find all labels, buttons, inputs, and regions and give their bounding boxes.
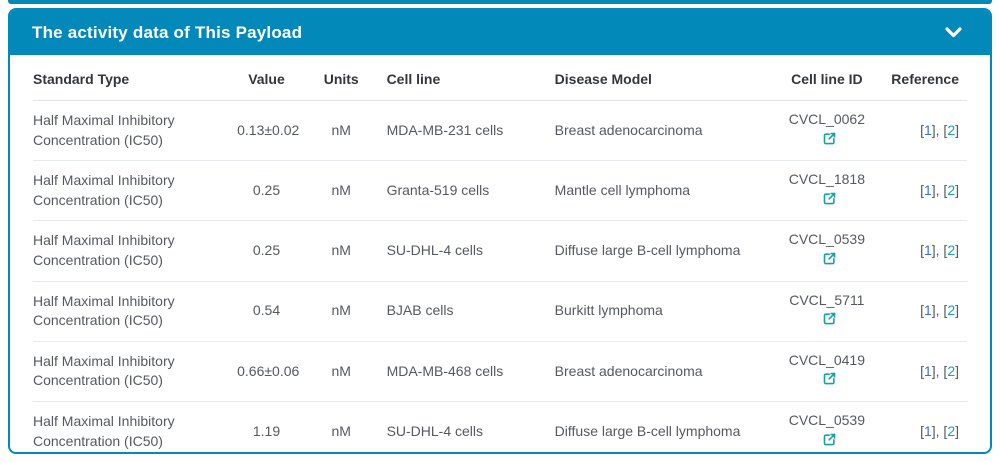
disease-model-cell: Diffuse large B-cell lymphoma [546, 220, 771, 282]
panel-title: The activity data of This Payload [32, 22, 303, 42]
cell-line-cell: Granta-519 cells [378, 160, 547, 222]
cell-line-cell: MDA-MB-468 cells [378, 341, 547, 402]
disease-model-cell: Mantle cell lymphoma [546, 160, 771, 222]
reference-link[interactable]: 2 [947, 181, 956, 198]
cell-line-id-cell: CVCL_0539 [770, 401, 883, 452]
reference-link[interactable]: 1 [923, 242, 932, 259]
reference-link[interactable]: 1 [923, 181, 932, 198]
cell-line-id: CVCL_0062 [788, 111, 865, 127]
chevron-down-icon[interactable] [945, 27, 962, 38]
column-header-disease-model: Disease Model [546, 55, 771, 101]
disease-model-cell: Diffuse large B-cell lymphoma [546, 401, 771, 452]
column-header-standard-type: Standard Type [33, 55, 230, 101]
column-header-cell-line-id: Cell line ID [770, 55, 883, 101]
cell-line-id: CVCL_0539 [788, 231, 865, 248]
activity-data-panel: The activity data of This Payload Standa… [8, 8, 992, 454]
cell-line-cell: BJAB cells [378, 281, 547, 342]
standard-type-cell: Half Maximal Inhibitory Concentration (I… [33, 281, 230, 342]
cell-line-cell: SU-DHL-4 cells [378, 220, 547, 282]
reference-link[interactable]: 1 [923, 121, 932, 138]
reference-link[interactable]: 1 [923, 302, 932, 319]
standard-type-cell: Half Maximal Inhibitory Concentration (I… [33, 160, 230, 222]
external-link-icon[interactable] [822, 432, 837, 452]
reference-link[interactable]: 2 [947, 362, 956, 379]
table-body: Half Maximal Inhibitory Concentration (I… [33, 100, 967, 452]
reference-link[interactable]: 1 [923, 422, 932, 439]
table-row: Half Maximal Inhibitory Concentration (I… [33, 341, 967, 402]
value-cell: 1.19 [229, 401, 304, 452]
standard-type-cell: Half Maximal Inhibitory Concentration (I… [33, 100, 230, 162]
cell-line-id-cell: CVCL_0539 [770, 220, 883, 282]
reference-cell: [1], [2] [882, 160, 967, 222]
external-link-icon[interactable] [822, 371, 837, 392]
units-cell: nM [303, 341, 379, 402]
cell-line-id-cell: CVCL_0419 [770, 341, 883, 402]
reference-link[interactable]: 2 [947, 242, 956, 259]
column-header-cell-line: Cell line [378, 55, 547, 101]
table-row: Half Maximal Inhibitory Concentration (I… [33, 220, 967, 282]
value-cell: 0.13±0.02 [229, 100, 304, 162]
reference-link[interactable]: 1 [923, 362, 932, 379]
table-header-row: Standard Type Value Units Cell line Disease … [33, 55, 967, 101]
column-header-units: Units [303, 55, 379, 101]
reference-cell: [1], [2] [882, 281, 967, 342]
previous-panel-edge [8, 0, 992, 4]
disease-model-cell: Burkitt lymphoma [546, 281, 771, 342]
reference-link[interactable]: 2 [947, 121, 956, 138]
cell-line-id: CVCL_5711 [789, 291, 865, 308]
standard-type-cell: Half Maximal Inhibitory Concentration (I… [33, 220, 230, 282]
standard-type-cell: Half Maximal Inhibitory Concentration (I… [33, 401, 230, 452]
units-cell: nM [303, 220, 379, 282]
cell-line-cell: SU-DHL-4 cells [378, 401, 547, 452]
table-row: Half Maximal Inhibitory Concentration (I… [33, 281, 967, 342]
cell-line-id-cell: CVCL_0062 [770, 100, 883, 162]
standard-type-cell: Half Maximal Inhibitory Concentration (I… [33, 341, 230, 402]
table-row: Half Maximal Inhibitory Concentration (I… [33, 100, 967, 162]
activity-table-container: Standard Type Value Units Cell line Disease … [10, 55, 990, 452]
units-cell: nM [303, 281, 379, 342]
value-cell: 0.54 [229, 281, 304, 342]
value-cell: 0.25 [229, 220, 304, 282]
reference-cell: [1], [2] [882, 220, 967, 282]
units-cell: nM [303, 100, 379, 162]
reference-cell: [1], [2] [882, 100, 967, 162]
reference-link[interactable]: 2 [947, 302, 956, 319]
column-header-reference: Reference [882, 55, 967, 101]
external-link-icon[interactable] [822, 311, 837, 332]
table-row: Half Maximal Inhibitory Concentration (I… [33, 401, 967, 452]
value-cell: 0.25 [229, 160, 304, 222]
external-link-icon[interactable] [822, 131, 837, 152]
cell-line-id: CVCL_0539 [788, 411, 865, 428]
reference-cell: [1], [2] [882, 341, 967, 402]
disease-model-cell: Breast adenocarcinoma [546, 100, 771, 162]
table-row: Half Maximal Inhibitory Concentration (I… [33, 160, 967, 222]
reference-link[interactable]: 2 [947, 422, 956, 439]
cell-line-id-cell: CVCL_5711 [770, 281, 883, 342]
value-cell: 0.66±0.06 [229, 341, 304, 402]
activity-table: Standard Type Value Units Cell line Disease … [33, 55, 967, 452]
cell-line-id: CVCL_0419 [788, 351, 865, 368]
cell-line-id-cell: CVCL_1818 [770, 160, 883, 222]
units-cell: nM [303, 401, 379, 452]
disease-model-cell: Breast adenocarcinoma [546, 341, 771, 402]
external-link-icon[interactable] [822, 251, 837, 272]
panel-header[interactable]: The activity data of This Payload [10, 10, 990, 55]
external-link-icon[interactable] [822, 191, 837, 212]
column-header-value: Value [229, 55, 304, 101]
reference-cell: [1], [2] [882, 401, 967, 452]
cell-line-cell: MDA-MB-231 cells [378, 100, 547, 162]
cell-line-id: CVCL_1818 [788, 171, 865, 188]
units-cell: nM [303, 160, 379, 222]
